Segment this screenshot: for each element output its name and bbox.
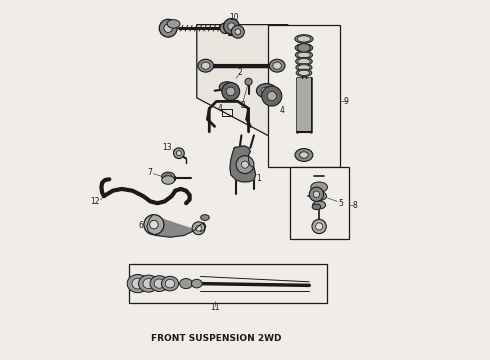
Text: 7: 7 <box>147 168 152 177</box>
Circle shape <box>313 191 319 198</box>
Ellipse shape <box>180 279 193 289</box>
Ellipse shape <box>298 59 310 64</box>
Polygon shape <box>230 146 256 182</box>
Ellipse shape <box>273 62 281 69</box>
Text: 5: 5 <box>338 199 343 208</box>
Ellipse shape <box>297 45 311 51</box>
Ellipse shape <box>223 84 231 90</box>
Circle shape <box>236 156 254 174</box>
Text: 13: 13 <box>162 143 172 152</box>
Ellipse shape <box>297 44 310 52</box>
Ellipse shape <box>167 19 180 28</box>
Circle shape <box>262 86 282 106</box>
Ellipse shape <box>162 176 174 184</box>
Text: 10: 10 <box>229 13 239 22</box>
Ellipse shape <box>298 65 310 70</box>
Circle shape <box>149 220 158 229</box>
Circle shape <box>144 215 164 235</box>
Ellipse shape <box>312 192 326 201</box>
Circle shape <box>173 148 184 158</box>
Circle shape <box>245 78 252 85</box>
Text: 8: 8 <box>352 201 357 210</box>
Ellipse shape <box>313 201 326 209</box>
Text: 12: 12 <box>90 197 99 206</box>
Ellipse shape <box>150 276 169 292</box>
Ellipse shape <box>256 84 276 98</box>
Ellipse shape <box>296 64 312 71</box>
Text: 9: 9 <box>343 97 348 106</box>
Ellipse shape <box>201 215 209 220</box>
Circle shape <box>222 82 240 100</box>
Ellipse shape <box>201 62 210 69</box>
Text: 4: 4 <box>218 104 222 113</box>
Ellipse shape <box>165 279 175 288</box>
Text: 2: 2 <box>237 68 242 77</box>
Ellipse shape <box>295 51 313 59</box>
Ellipse shape <box>139 275 159 292</box>
Ellipse shape <box>198 59 214 72</box>
Circle shape <box>159 19 177 37</box>
Ellipse shape <box>300 152 308 158</box>
Ellipse shape <box>165 174 172 179</box>
Ellipse shape <box>161 276 178 291</box>
Polygon shape <box>268 24 340 167</box>
Circle shape <box>316 223 323 230</box>
Circle shape <box>228 23 235 30</box>
Polygon shape <box>297 78 311 132</box>
Circle shape <box>164 24 172 32</box>
Polygon shape <box>302 276 322 291</box>
Text: 4: 4 <box>280 106 285 115</box>
Polygon shape <box>290 167 348 239</box>
Circle shape <box>312 219 326 234</box>
Ellipse shape <box>298 70 310 76</box>
Circle shape <box>192 222 205 235</box>
Ellipse shape <box>295 149 313 161</box>
Ellipse shape <box>311 182 327 192</box>
Ellipse shape <box>162 172 174 181</box>
Circle shape <box>309 187 323 202</box>
Polygon shape <box>197 24 288 146</box>
Ellipse shape <box>295 35 313 43</box>
Ellipse shape <box>295 44 313 52</box>
Ellipse shape <box>296 69 312 76</box>
Ellipse shape <box>154 279 164 288</box>
Circle shape <box>231 25 245 38</box>
Circle shape <box>242 161 248 168</box>
Ellipse shape <box>220 82 235 93</box>
Circle shape <box>235 29 241 35</box>
Ellipse shape <box>297 36 311 42</box>
Circle shape <box>267 91 276 101</box>
Ellipse shape <box>297 52 310 58</box>
Text: FRONT SUSPENSION 2WD: FRONT SUSPENSION 2WD <box>151 334 282 343</box>
Text: 1: 1 <box>256 174 261 183</box>
Text: 6: 6 <box>138 221 143 230</box>
Circle shape <box>226 87 235 96</box>
Circle shape <box>176 151 181 156</box>
Ellipse shape <box>192 279 202 288</box>
Ellipse shape <box>262 87 271 94</box>
Ellipse shape <box>143 279 154 289</box>
Polygon shape <box>308 222 330 232</box>
Circle shape <box>220 23 231 33</box>
Text: 3: 3 <box>241 101 245 110</box>
Ellipse shape <box>312 204 321 210</box>
Ellipse shape <box>127 274 148 293</box>
Ellipse shape <box>270 59 285 72</box>
Circle shape <box>223 18 239 34</box>
Ellipse shape <box>295 58 312 65</box>
Text: 11: 11 <box>210 303 220 312</box>
Polygon shape <box>147 216 206 237</box>
Polygon shape <box>129 264 327 303</box>
Ellipse shape <box>132 278 144 289</box>
Circle shape <box>196 225 201 231</box>
